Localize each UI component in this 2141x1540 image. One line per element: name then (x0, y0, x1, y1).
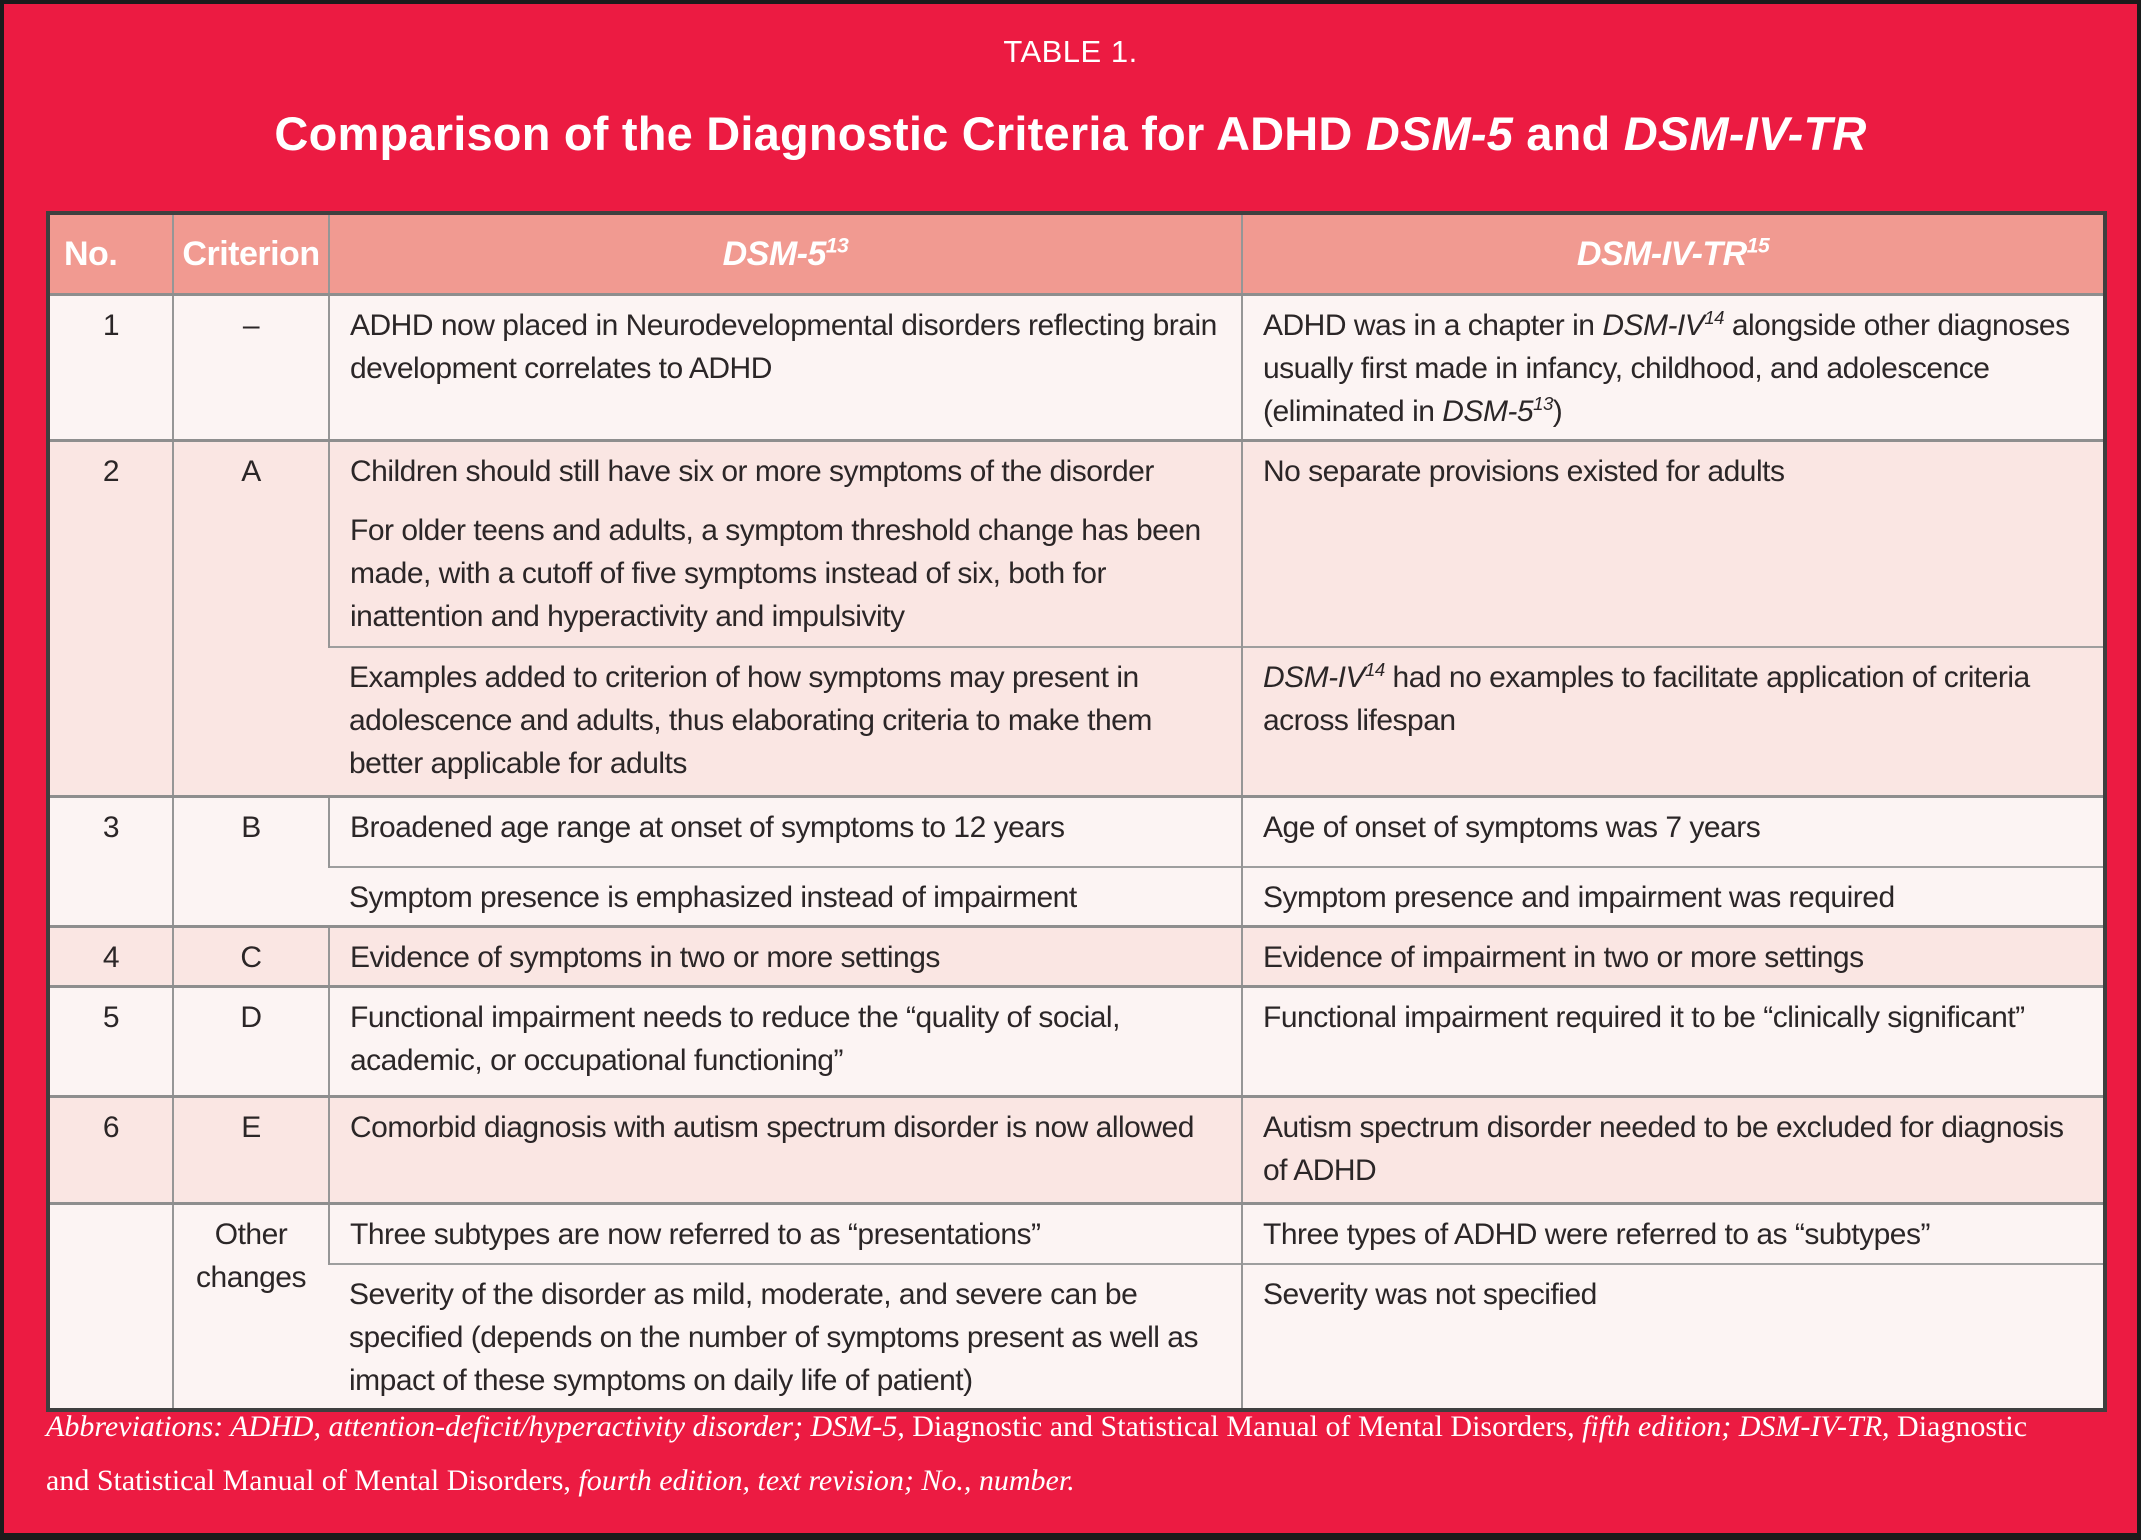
dsmivtr-cell: Severity was not specified (1241, 1262, 2105, 1410)
dsm5-cell: Symptom presence is emphasized instead o… (329, 865, 1242, 927)
text-paragraph: Evidence of symptoms in two or more sett… (350, 941, 940, 974)
table-subrow: Symptom presence is emphasized instead o… (48, 865, 2105, 927)
dsm5-cell: Severity of the disorder as mild, modera… (329, 1262, 1242, 1410)
dsm5-cell: Comorbid diagnosis with autism spectrum … (328, 1095, 1242, 1204)
dsm5-cell: Broadened age range at onset of symptoms… (328, 795, 1242, 867)
table-row: 3 B Broadened age range at onset of symp… (48, 795, 2105, 927)
row-number: 2 (48, 439, 173, 797)
abbreviations-footnote: Abbreviations: ADHD, attention-deficit/h… (46, 1400, 2036, 1508)
text-paragraph: Functional impairment needs to reduce th… (350, 1001, 1120, 1077)
table-row: Other changes Three subtypes are now ref… (48, 1202, 2105, 1410)
dsmivtr-cell: Symptom presence and impairment was requ… (1241, 865, 2105, 927)
dsm5-cell: Examples added to criterion of how sympt… (329, 645, 1242, 797)
table-row: 6 E Comorbid diagnosis with autism spect… (48, 1095, 2105, 1204)
text-paragraph: Symptom presence is emphasized instead o… (349, 880, 1077, 914)
text-paragraph: No separate provisions existed for adult… (1263, 455, 1785, 488)
dsm5-cell: Functional impairment needs to reduce th… (328, 985, 1242, 1097)
dsmivtr-cell: Autism spectrum disorder needed to be ex… (1241, 1095, 2105, 1204)
table-row: 4 C Evidence of symptoms in two or more … (48, 925, 2105, 987)
column-header-criterion: Criterion (172, 213, 329, 296)
criterion-cell: B (172, 795, 329, 927)
column-header-dsmivtr: DSM-IV-TR15 (1241, 213, 2105, 296)
dsmivtr-cell: DSM-IV14 had no examples to facilitate a… (1241, 645, 2105, 797)
row-number: 3 (48, 795, 173, 927)
table-subrow: Severity of the disorder as mild, modera… (48, 1262, 2105, 1410)
criterion-cell: A (172, 439, 329, 797)
criterion-cell: C (172, 925, 329, 987)
comparison-table: No. Criterion DSM-513 DSM-IV-TR15 1 – AD… (46, 211, 2107, 1412)
table-row: 5 D Functional impairment needs to reduc… (48, 985, 2105, 1097)
dsmivtr-cell: Age of onset of symptoms was 7 years (1241, 795, 2105, 867)
header-row: No. Criterion DSM-513 DSM-IV-TR15 (48, 213, 2105, 296)
dsm5-cell: Three subtypes are now referred to as “p… (328, 1202, 1242, 1264)
criterion-cell: D (172, 985, 329, 1097)
criterion-cell: – (172, 293, 329, 441)
text-paragraph: Examples added to criterion of how sympt… (349, 660, 1152, 780)
text-paragraph: Age of onset of symptoms was 7 years (1263, 811, 1761, 844)
text-paragraph: DSM-IV14 had no examples to facilitate a… (1263, 658, 2030, 737)
row-number: 1 (48, 293, 173, 441)
text-paragraph: Severity of the disorder as mild, modera… (349, 1277, 1198, 1397)
text-paragraph: Evidence of impairment in two or more se… (1263, 941, 1864, 974)
dsmivtr-cell: ADHD was in a chapter in DSM-IV14 alongs… (1241, 293, 2105, 441)
dsm5-cell: ADHD now placed in Neurodevelopmental di… (328, 293, 1242, 441)
text-paragraph: ADHD now placed in Neurodevelopmental di… (350, 309, 1217, 385)
text-paragraph: Autism spectrum disorder needed to be ex… (1263, 1111, 2064, 1187)
row-number: 6 (48, 1095, 173, 1204)
text-paragraph: For older teens and adults, a symptom th… (350, 514, 1201, 633)
text-paragraph: Three subtypes are now referred to as “p… (350, 1218, 1041, 1251)
text-paragraph: ADHD was in a chapter in DSM-IV14 alongs… (1263, 307, 2070, 428)
row-number: 5 (48, 985, 173, 1097)
table-label: TABLE 1. (1003, 34, 1138, 69)
criterion-cell: Other changes (172, 1202, 329, 1410)
text-paragraph: Symptom presence and impairment was requ… (1263, 880, 1895, 914)
page-title: Comparison of the Diagnostic Criteria fo… (4, 106, 2137, 161)
text-paragraph: Functional impairment required it to be … (1263, 1001, 2025, 1034)
text-paragraph: DSM-513 (722, 234, 849, 273)
table-row: 1 – ADHD now placed in Neurodevelopmenta… (48, 293, 2105, 441)
criterion-cell: E (172, 1095, 329, 1204)
text-paragraph: Comparison of the Diagnostic Criteria fo… (274, 107, 1867, 160)
text-paragraph: Abbreviations: ADHD, attention-deficit/h… (46, 1410, 2028, 1497)
dsmivtr-cell: Functional impairment required it to be … (1241, 985, 2105, 1097)
dsm5-cell: Children should still have six or more s… (328, 439, 1242, 647)
text-paragraph: Broadened age range at onset of symptoms… (350, 811, 1065, 844)
text-paragraph: Severity was not specified (1263, 1277, 1597, 1311)
column-header-dsm5: DSM-513 (328, 213, 1242, 296)
text-paragraph: Three types of ADHD were referred to as … (1263, 1218, 1930, 1251)
column-header-no: No. (48, 213, 173, 296)
table-row: 2 A Children should still have six or mo… (48, 439, 2105, 797)
row-number: 4 (48, 925, 173, 987)
dsmivtr-cell: No separate provisions existed for adult… (1241, 439, 2105, 647)
text-paragraph: Comorbid diagnosis with autism spectrum … (350, 1111, 1194, 1144)
text-paragraph: Children should still have six or more s… (350, 455, 1154, 488)
dsmivtr-cell: Evidence of impairment in two or more se… (1241, 925, 2105, 987)
table-subrow: Examples added to criterion of how sympt… (48, 645, 2105, 797)
row-number (48, 1202, 173, 1410)
dsm5-cell: Evidence of symptoms in two or more sett… (328, 925, 1242, 987)
dsmivtr-cell: Three types of ADHD were referred to as … (1241, 1202, 2105, 1264)
text-paragraph: DSM-IV-TR15 (1576, 234, 1770, 273)
